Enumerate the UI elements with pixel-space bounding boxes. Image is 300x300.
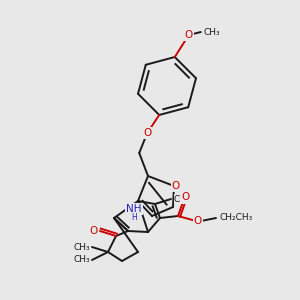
Text: CH₃: CH₃: [204, 28, 220, 37]
Text: O: O: [184, 30, 193, 40]
Text: CH₃: CH₃: [74, 242, 90, 251]
Text: O: O: [172, 181, 180, 191]
Text: NH: NH: [126, 204, 142, 214]
Text: CH₂CH₃: CH₂CH₃: [219, 214, 252, 223]
Text: CH₃: CH₃: [74, 256, 90, 265]
Text: O: O: [90, 226, 98, 236]
Text: O: O: [181, 192, 189, 202]
Text: O: O: [143, 128, 152, 138]
Text: O: O: [194, 216, 202, 226]
Text: CH₃: CH₃: [174, 194, 190, 203]
Text: H: H: [131, 212, 137, 221]
